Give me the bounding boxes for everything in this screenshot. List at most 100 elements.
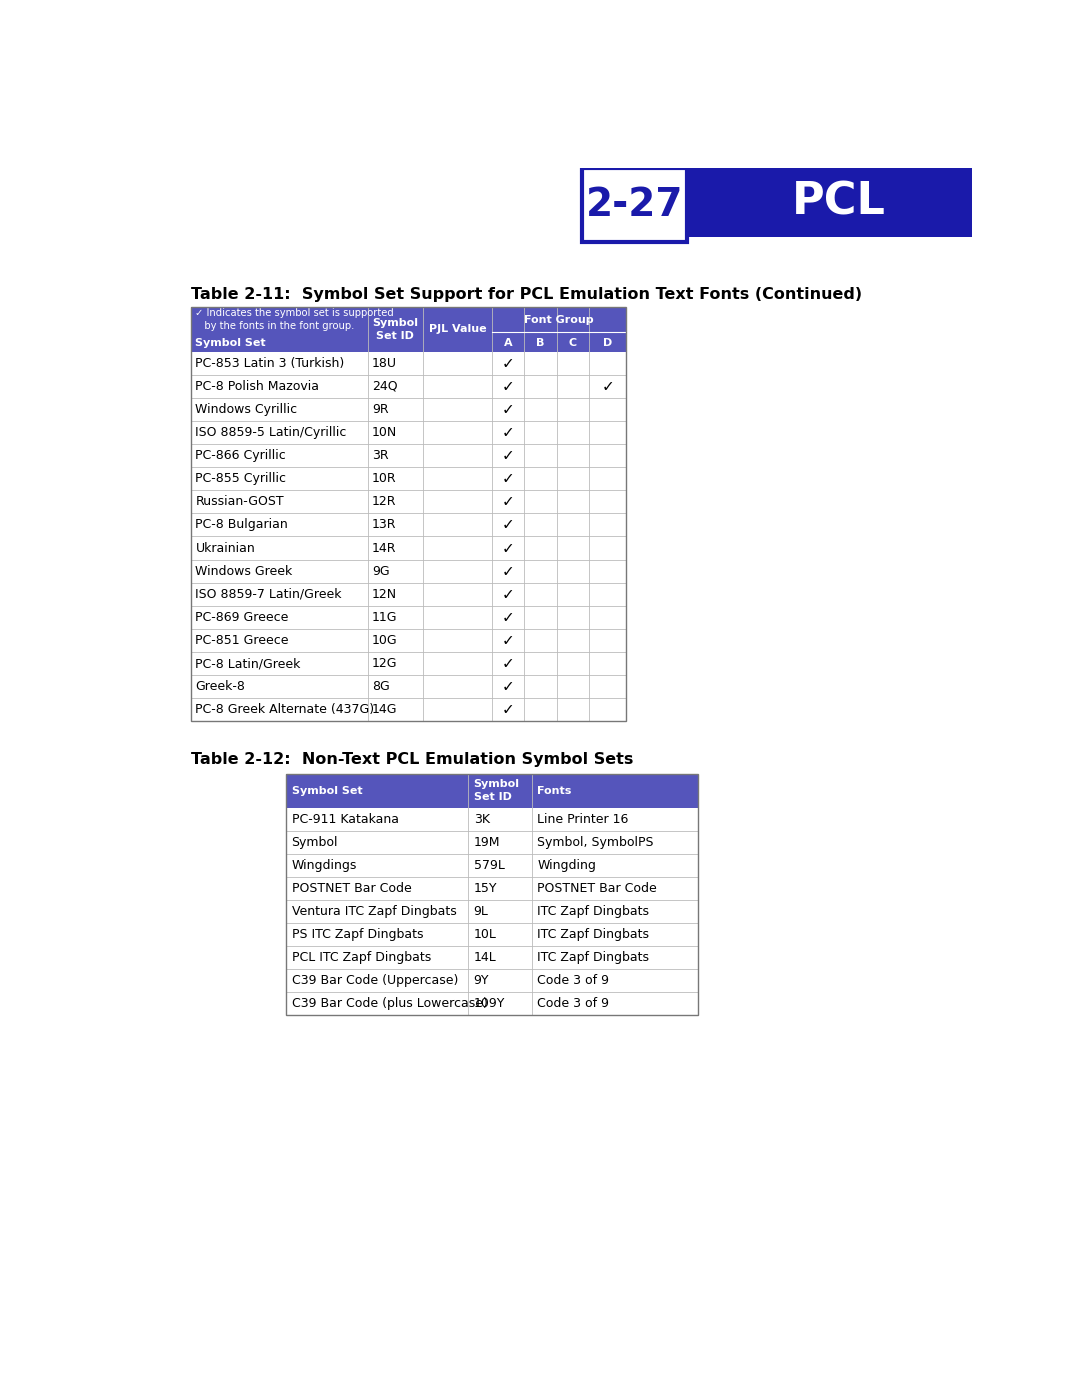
Text: Symbol, SymbolPS: Symbol, SymbolPS	[537, 835, 653, 848]
Text: Symbol: Symbol	[292, 835, 338, 848]
Text: Ventura ITC Zapf Dingbats: Ventura ITC Zapf Dingbats	[292, 905, 457, 918]
Bar	[191, 606, 626, 629]
Text: PC-869 Greece: PC-869 Greece	[195, 610, 288, 624]
Text: 9L: 9L	[474, 905, 488, 918]
Text: ✓: ✓	[501, 633, 514, 648]
Text: ✓: ✓	[501, 448, 514, 464]
Text: 14R: 14R	[373, 542, 396, 555]
Bar	[191, 467, 626, 490]
Text: ISO 8859-7 Latin/Greek: ISO 8859-7 Latin/Greek	[195, 588, 342, 601]
Text: Windows Cyrillic: Windows Cyrillic	[195, 402, 298, 416]
Text: ✓: ✓	[501, 379, 514, 394]
Text: ITC Zapf Dingbats: ITC Zapf Dingbats	[537, 905, 649, 918]
Text: 10N: 10N	[373, 426, 397, 439]
Text: Symbol
Set ID: Symbol Set ID	[373, 319, 418, 341]
Text: PC-866 Cyrillic: PC-866 Cyrillic	[195, 448, 286, 462]
Text: C39 Bar Code (plus Lowercase): C39 Bar Code (plus Lowercase)	[292, 997, 487, 1010]
Text: 14G: 14G	[373, 703, 397, 717]
Text: ✓: ✓	[501, 517, 514, 532]
Text: ✓: ✓	[602, 379, 615, 394]
Bar	[286, 877, 699, 900]
Text: 8G: 8G	[373, 680, 390, 693]
Bar	[584, 168, 972, 237]
Bar	[191, 307, 626, 352]
Text: Fonts: Fonts	[537, 785, 571, 795]
Bar	[191, 490, 626, 513]
Text: POSTNET Bar Code: POSTNET Bar Code	[537, 882, 657, 895]
Bar	[286, 774, 699, 1016]
Text: PC-8 Polish Mazovia: PC-8 Polish Mazovia	[195, 380, 320, 393]
Bar	[286, 900, 699, 923]
Bar	[191, 536, 626, 560]
Bar	[286, 831, 699, 854]
Bar	[286, 946, 699, 970]
Text: 12G: 12G	[373, 657, 397, 671]
Text: 2-27: 2-27	[585, 186, 684, 224]
Text: ✓ Indicates the symbol set is supported: ✓ Indicates the symbol set is supported	[194, 309, 393, 319]
Text: ITC Zapf Dingbats: ITC Zapf Dingbats	[537, 951, 649, 964]
Text: ✓: ✓	[501, 356, 514, 370]
Text: D: D	[603, 338, 612, 348]
Bar	[191, 629, 626, 652]
Text: ✓: ✓	[501, 563, 514, 578]
Text: ✓: ✓	[501, 610, 514, 624]
Text: ✓: ✓	[501, 425, 514, 440]
Text: PC-8 Latin/Greek: PC-8 Latin/Greek	[195, 657, 301, 671]
Text: ISO 8859-5 Latin/Cyrillic: ISO 8859-5 Latin/Cyrillic	[195, 426, 347, 439]
Text: PCL: PCL	[792, 180, 886, 224]
Text: PCL ITC Zapf Dingbats: PCL ITC Zapf Dingbats	[292, 951, 431, 964]
Text: ✓: ✓	[501, 541, 514, 556]
Text: ✓: ✓	[501, 679, 514, 694]
Text: ✓: ✓	[501, 657, 514, 671]
Text: 9R: 9R	[373, 402, 389, 416]
Text: ITC Zapf Dingbats: ITC Zapf Dingbats	[537, 928, 649, 942]
Text: Wingding: Wingding	[537, 859, 596, 872]
Text: B: B	[536, 338, 544, 348]
Text: 9Y: 9Y	[474, 974, 489, 988]
Bar	[191, 398, 626, 420]
Text: Table 2-12:  Non-Text PCL Emulation Symbol Sets: Table 2-12: Non-Text PCL Emulation Symbo…	[191, 753, 633, 767]
Text: 10L: 10L	[474, 928, 497, 942]
Text: 9G: 9G	[373, 564, 390, 577]
Bar	[191, 420, 626, 444]
Bar	[191, 698, 626, 721]
Bar	[286, 970, 699, 992]
Bar	[191, 513, 626, 536]
Text: Windows Greek: Windows Greek	[195, 564, 293, 577]
Text: C39 Bar Code (Uppercase): C39 Bar Code (Uppercase)	[292, 974, 458, 988]
Text: by the fonts in the font group.: by the fonts in the font group.	[194, 321, 354, 331]
Text: ✓: ✓	[501, 703, 514, 717]
Text: 13R: 13R	[373, 518, 396, 531]
Bar	[191, 374, 626, 398]
Text: C: C	[569, 338, 577, 348]
Text: 579L: 579L	[474, 859, 504, 872]
Text: PJL Value: PJL Value	[429, 324, 486, 334]
Text: 11G: 11G	[373, 610, 397, 624]
Bar	[191, 560, 626, 583]
Bar	[582, 168, 687, 242]
Text: Font Group: Font Group	[524, 314, 594, 324]
Bar	[286, 992, 699, 1016]
Text: Symbol Set: Symbol Set	[194, 338, 266, 348]
Text: 15Y: 15Y	[474, 882, 497, 895]
Bar	[286, 774, 699, 807]
Bar	[191, 583, 626, 606]
Text: Table 2-11:  Symbol Set Support for PCL Emulation Text Fonts (Continued): Table 2-11: Symbol Set Support for PCL E…	[191, 288, 862, 302]
Text: PC-853 Latin 3 (Turkish): PC-853 Latin 3 (Turkish)	[195, 356, 345, 370]
Text: PC-8 Bulgarian: PC-8 Bulgarian	[195, 518, 288, 531]
Text: ✓: ✓	[501, 471, 514, 486]
Text: PC-851 Greece: PC-851 Greece	[195, 634, 289, 647]
Text: Symbol
Set ID: Symbol Set ID	[474, 780, 519, 802]
Text: Code 3 of 9: Code 3 of 9	[537, 997, 609, 1010]
Text: A: A	[503, 338, 512, 348]
Bar	[286, 923, 699, 946]
Text: Ukrainian: Ukrainian	[195, 542, 255, 555]
Bar	[286, 854, 699, 877]
Text: 14L: 14L	[474, 951, 497, 964]
Text: 109Y: 109Y	[474, 997, 505, 1010]
Bar	[191, 675, 626, 698]
Text: Greek-8: Greek-8	[195, 680, 245, 693]
Text: 3K: 3K	[474, 813, 489, 826]
Text: ✓: ✓	[501, 587, 514, 602]
Bar	[191, 352, 626, 374]
